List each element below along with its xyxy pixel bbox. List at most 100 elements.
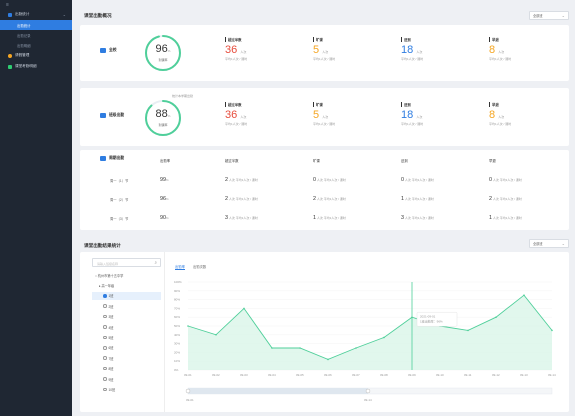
sidebar-sub-records[interactable]: 出勤记录 xyxy=(17,33,31,38)
tooltip-box xyxy=(416,312,458,327)
weekly-label: 周期出勤 xyxy=(100,156,124,161)
period-label: 周一（1）节 xyxy=(110,179,129,183)
stat-avg: 平均1人次 / 课时 xyxy=(313,57,336,61)
tooltip-text: 1班出勤率：96% xyxy=(420,319,443,324)
main-content: 课堂出勤概况 全部班 ⌄ 全校 96% 到课率 超过半数 36 人次 平均1人次 /… xyxy=(72,0,575,416)
data-point xyxy=(551,329,553,332)
tree-item-label: 8班 xyxy=(108,367,114,372)
stats-class-select[interactable]: 全部班 ⌄ xyxy=(529,239,569,248)
sidebar: ≡ 出勤统计 ⌄ 出勤统计 出勤记录 出勤明细 请假管理 课堂考勤明细 xyxy=(0,0,72,416)
stat-value: 8 人次 xyxy=(489,109,505,121)
radio-icon[interactable] xyxy=(103,314,107,319)
tab-rate[interactable]: 出勤率 xyxy=(175,265,185,270)
weekly-card: 周期出勤 出勤率 超过半数 旷课 迟到 早退 周一（1）节 99% 2 人次 平均1人次 / … xyxy=(80,150,569,230)
data-point xyxy=(383,336,385,339)
radio-icon[interactable] xyxy=(103,377,107,381)
data-point xyxy=(523,294,525,296)
radio-icon[interactable] xyxy=(103,387,107,392)
overview-class-select[interactable]: 全部班 ⌄ xyxy=(529,11,569,20)
tree-item-label: 5班 xyxy=(108,335,114,340)
y-tick-label: 10% xyxy=(174,359,180,363)
tree-item[interactable]: 5班 xyxy=(92,333,161,341)
sidebar-item-class-detail[interactable]: 课堂考勤明细 xyxy=(0,61,72,72)
sidebar-item-label: 课堂考勤明细 xyxy=(15,64,37,68)
school-rate-ring: 96% 到课率 xyxy=(143,33,183,73)
radio-icon[interactable] xyxy=(103,325,107,329)
stat-bar xyxy=(489,102,490,107)
table-header: 超过半数 xyxy=(225,159,239,163)
tree-item[interactable]: 2班 xyxy=(92,302,161,310)
range-slider-selection xyxy=(188,388,368,394)
count-cell: 2 人次 平均1人次 / 课时 xyxy=(489,196,522,202)
select-value: 全部班 xyxy=(533,242,543,246)
ring-chart xyxy=(145,35,181,71)
period-label: 周一（3）节 xyxy=(110,217,129,221)
stat-avg: 平均1人次 / 课时 xyxy=(401,122,424,126)
stat-label: 超过半数 xyxy=(225,37,247,42)
school-label: 全校 xyxy=(100,48,117,53)
select-value: 全部班 xyxy=(533,14,543,18)
data-point xyxy=(299,347,301,349)
tree-item[interactable]: 8班 xyxy=(92,365,161,373)
sidebar-sub-stats[interactable]: 出勤统计 xyxy=(0,20,72,30)
radio-icon[interactable] xyxy=(103,356,107,360)
tree-item[interactable]: 1班 xyxy=(92,291,161,300)
sidebar-item-leave[interactable]: 请假管理 xyxy=(0,50,72,61)
tab-count[interactable]: 出勤次数 xyxy=(193,265,207,269)
radio-icon[interactable] xyxy=(103,304,107,308)
data-point xyxy=(187,325,189,327)
stat-0: 超过半数 36 人次 平均1人次 / 课时 xyxy=(225,102,247,126)
tree-item-label: ▸ 高一年级 xyxy=(99,283,115,288)
y-tick-label: 50% xyxy=(174,324,180,328)
data-point xyxy=(243,307,245,310)
tree-item[interactable]: 3班 xyxy=(92,313,161,321)
stat-value: 5 人次 xyxy=(313,44,329,56)
class-rate-ring: 88% 到课率 xyxy=(143,98,183,138)
class-search-input[interactable]: 请输入班级名称 ⌕ xyxy=(92,258,161,267)
tree-item-label: 2班 xyxy=(108,304,114,309)
search-icon[interactable]: ⌕ xyxy=(154,260,157,265)
menu-icon[interactable]: ≡ xyxy=(6,2,9,8)
stat-label: 早退 xyxy=(489,37,511,42)
tree-item[interactable]: ○ 杭州市第十五中学 xyxy=(92,271,161,279)
class-rate-label: 到课率 xyxy=(158,123,168,127)
stat-avg: 平均1人次 / 课时 xyxy=(225,57,248,61)
stat-2: 迟到 18 人次 平均1人次 / 课时 xyxy=(401,37,423,61)
stat-value: 5 人次 xyxy=(313,109,329,121)
stats-card: 请输入班级名称 ⌕ ○ 杭州市第十五中学 ▸ 高一年级 1班 2班 3班 4班 5班 6班 7班… xyxy=(80,252,569,412)
stat-bar xyxy=(225,37,226,42)
stat-label: 超过半数 xyxy=(225,102,247,107)
stat-value: 36 人次 xyxy=(225,44,247,56)
tree-item[interactable]: 6班 xyxy=(92,344,161,352)
stat-avg: 平均1人次 / 课时 xyxy=(489,122,512,126)
y-tick-label: 20% xyxy=(174,350,180,354)
range-start-label: 09-01 xyxy=(186,398,194,402)
radio-icon[interactable] xyxy=(103,335,107,340)
tree-item-label: 3班 xyxy=(108,315,114,320)
radio-icon[interactable] xyxy=(103,366,107,371)
sidebar-item-label: 出勤统计 xyxy=(15,12,30,16)
tree-item-label: ○ 杭州市第十五中学 xyxy=(95,273,124,278)
tree-item[interactable]: 4班 xyxy=(92,323,161,331)
class-overview-card: 班级出勤 统计本学期出勤 88% 到课率 超过半数 36 人次 平均1人次 / 课时… xyxy=(80,88,569,146)
stat-bar xyxy=(225,102,226,107)
stat-value: 18 人次 xyxy=(401,109,423,121)
radio-icon[interactable] xyxy=(103,346,107,350)
radio-icon[interactable] xyxy=(103,294,107,298)
stat-0: 超过半数 36 人次 平均1人次 / 课时 xyxy=(225,37,247,61)
count-cell: 1 人次 平均1人次 / 课时 xyxy=(313,215,346,221)
y-tick-label: 30% xyxy=(174,342,180,346)
sidebar-sub-detail[interactable]: 出勤明细 xyxy=(17,43,31,48)
sidebar-item-attendance[interactable]: 出勤统计 ⌄ xyxy=(0,9,72,20)
stat-label: 迟到 xyxy=(401,37,423,42)
data-point xyxy=(495,316,497,318)
tree-item[interactable]: ▸ 高一年级 xyxy=(92,281,161,289)
stat-avg: 平均1人次 / 课时 xyxy=(225,122,248,126)
tree-item[interactable]: 10班 xyxy=(92,385,161,393)
tree-item[interactable]: 9班 xyxy=(92,375,161,383)
tooltip-date: 2021-09-01 xyxy=(420,315,436,319)
x-tick-label: 09-01 xyxy=(184,373,192,377)
tree-item[interactable]: 7班 xyxy=(92,354,161,362)
tree-item-label: 9班 xyxy=(108,377,114,382)
school-overview-card: 全校 96% 到课率 超过半数 36 人次 平均1人次 / 课时 旷课 5 人次 平均1人… xyxy=(80,25,569,81)
